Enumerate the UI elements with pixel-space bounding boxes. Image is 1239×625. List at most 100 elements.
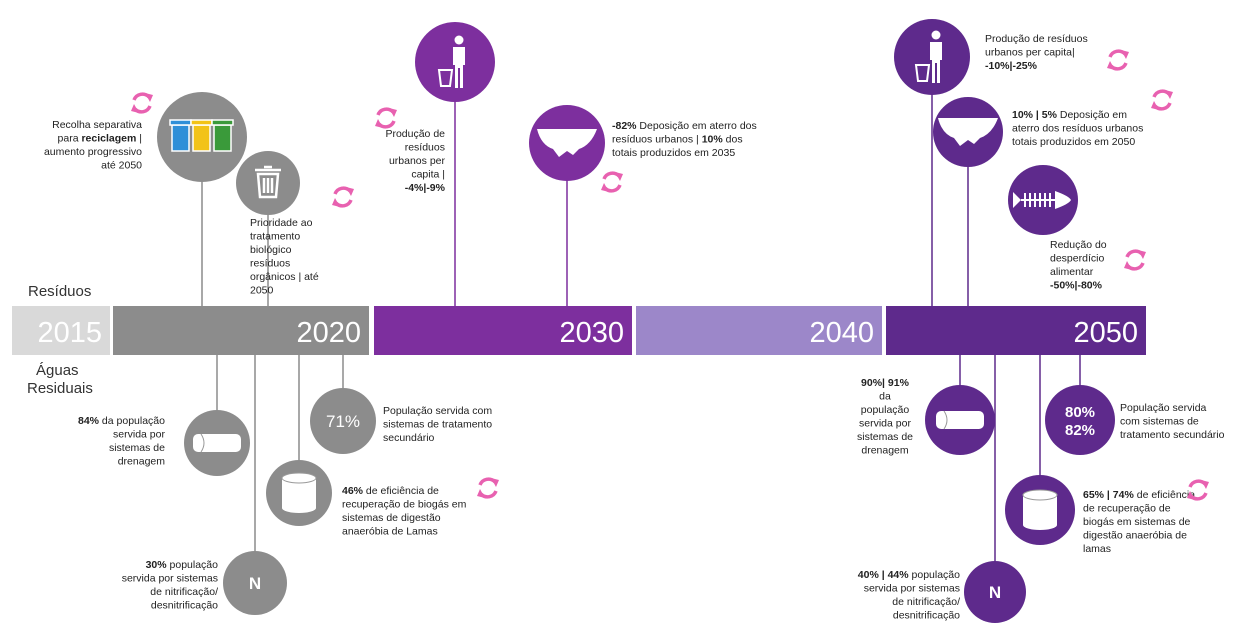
- text-run: servida por: [859, 418, 911, 430]
- item-icon: N: [223, 551, 287, 615]
- item-text-line: Produção de: [385, 128, 445, 140]
- item-text-line: resíduos: [250, 258, 290, 270]
- item-text-line: totais produzidos em 2050: [1012, 136, 1135, 148]
- icon-part: [200, 433, 205, 453]
- item-icon: [266, 460, 332, 526]
- text-run: totais produzidos em 2035: [612, 147, 735, 159]
- item-icon: [1005, 475, 1075, 545]
- item-text-line: lamas: [1083, 543, 1111, 555]
- item-text-line: Produção de resíduos: [985, 33, 1088, 45]
- text-run: totais produzidos em 2050: [1012, 136, 1135, 148]
- year-label: 2050: [1073, 317, 1138, 349]
- icon-circle: [1045, 385, 1115, 455]
- cycle-icon: [601, 171, 623, 193]
- item-text-line: digestão anaeróbia de: [1083, 530, 1187, 542]
- bold-text: 10%: [702, 134, 724, 146]
- text-run: |: [136, 133, 142, 145]
- timeline-segment: [886, 306, 1146, 355]
- cycle-icon: [477, 477, 499, 499]
- icon-circle: [310, 388, 376, 454]
- icon-part: [938, 118, 998, 146]
- item-text-line: desperdício: [1050, 253, 1104, 265]
- cycle-icon: [375, 107, 397, 129]
- cycle-icon: [1187, 479, 1209, 501]
- icon-part: [193, 434, 241, 452]
- icon-part: [213, 124, 232, 152]
- item-text-line: capita |: [411, 169, 445, 181]
- item-text-line: 90%| 91%: [861, 377, 910, 389]
- item-text-line: sistemas de: [857, 431, 913, 443]
- item-text-line: População servida: [1120, 402, 1207, 414]
- text-run: digestão anaeróbia de: [1083, 530, 1187, 542]
- icon-part: [281, 472, 317, 484]
- text-run: de eficiência de: [363, 485, 439, 497]
- item-icon: [529, 105, 605, 181]
- item-text-line: -50%|-80%: [1050, 280, 1103, 292]
- item-text-line: -10%|-25%: [985, 60, 1038, 72]
- item-text-line: anaeróbia de Lamas: [342, 526, 438, 538]
- bold-text: 30%: [146, 559, 168, 571]
- item-text-line: totais produzidos em 2035: [612, 147, 735, 159]
- item-text-line: drenagem: [861, 445, 909, 457]
- item-text-line: drenagem: [118, 456, 166, 468]
- item-text-line: alimentar: [1050, 266, 1094, 278]
- item-text-line: aumento progressivo: [44, 146, 142, 158]
- text-run: Produção de resíduos: [985, 33, 1088, 45]
- text-run: até 2050: [101, 160, 142, 172]
- text-run: população: [167, 559, 219, 571]
- text-run: da: [879, 391, 891, 403]
- item-text-line: sistemas de tratamento: [383, 419, 492, 431]
- text-run: sistemas de tratamento: [383, 419, 492, 431]
- bold-text: 46%: [342, 485, 364, 497]
- item-text-line: resíduos urbanos | 10% dos: [612, 134, 743, 146]
- item-icon: [933, 97, 1003, 167]
- text-run: sistemas de digestão: [342, 512, 441, 524]
- icon-part: [914, 64, 931, 82]
- item-text-line: de recuperação de: [1083, 503, 1171, 515]
- item-text-line: servida por: [859, 418, 911, 430]
- icon-part: [943, 410, 948, 430]
- text-run: dos: [723, 134, 743, 146]
- item-text-line: da: [879, 391, 891, 403]
- item-text-line: aterro dos resíduos urbanos: [1012, 123, 1143, 135]
- year-label: 2015: [37, 317, 102, 349]
- text-run: tratamento secundário: [1120, 429, 1225, 441]
- icon-part: [930, 42, 942, 83]
- item-text-line: urbanos per capita|: [985, 47, 1075, 59]
- text-run: urbanos per capita|: [985, 47, 1075, 59]
- item-text-line: Redução do: [1050, 239, 1107, 251]
- icon-part: [1187, 480, 1209, 500]
- icon-part: [1023, 495, 1057, 530]
- circle-text: N: [989, 583, 1001, 602]
- year-label: 2040: [809, 317, 874, 349]
- circle-text: 71%: [326, 412, 360, 431]
- text-run: Produção de: [385, 128, 445, 140]
- item-icon: [157, 92, 247, 182]
- icon-part: [437, 69, 454, 87]
- text-run: biogás em sistemas de: [1083, 516, 1191, 528]
- item-text-line: orgânicos | até: [250, 271, 319, 283]
- text-run: servida por sistemas: [122, 573, 218, 585]
- bold-text: 40% | 44%: [858, 569, 909, 581]
- item-text-line: -4%|-9%: [405, 182, 446, 194]
- circle-text: 80%: [1065, 404, 1095, 421]
- item-text-line: 30% população: [146, 559, 219, 571]
- text-run: de nitrificação/: [150, 586, 218, 598]
- icon-part: [936, 411, 984, 429]
- text-run: com sistemas de: [1120, 416, 1199, 428]
- item-text-line: servida por sistemas: [122, 573, 218, 585]
- icon-part: [169, 119, 192, 126]
- timeline-segment: [113, 306, 369, 355]
- item-icon: 71%: [310, 388, 376, 454]
- text-run: desperdício: [1050, 253, 1104, 265]
- text-run: resíduos: [405, 142, 445, 154]
- item-text-line: servida por: [113, 429, 165, 441]
- text-run: Redução do: [1050, 239, 1107, 251]
- timeline-segment: [636, 306, 882, 355]
- icon-part: [1151, 90, 1173, 110]
- item-text-line: biológico: [250, 244, 292, 256]
- cycle-icon: [131, 92, 153, 114]
- text-run: aumento progressivo: [44, 146, 142, 158]
- item-text-line: recuperação de biogás em: [342, 499, 467, 511]
- text-run: para: [58, 133, 82, 145]
